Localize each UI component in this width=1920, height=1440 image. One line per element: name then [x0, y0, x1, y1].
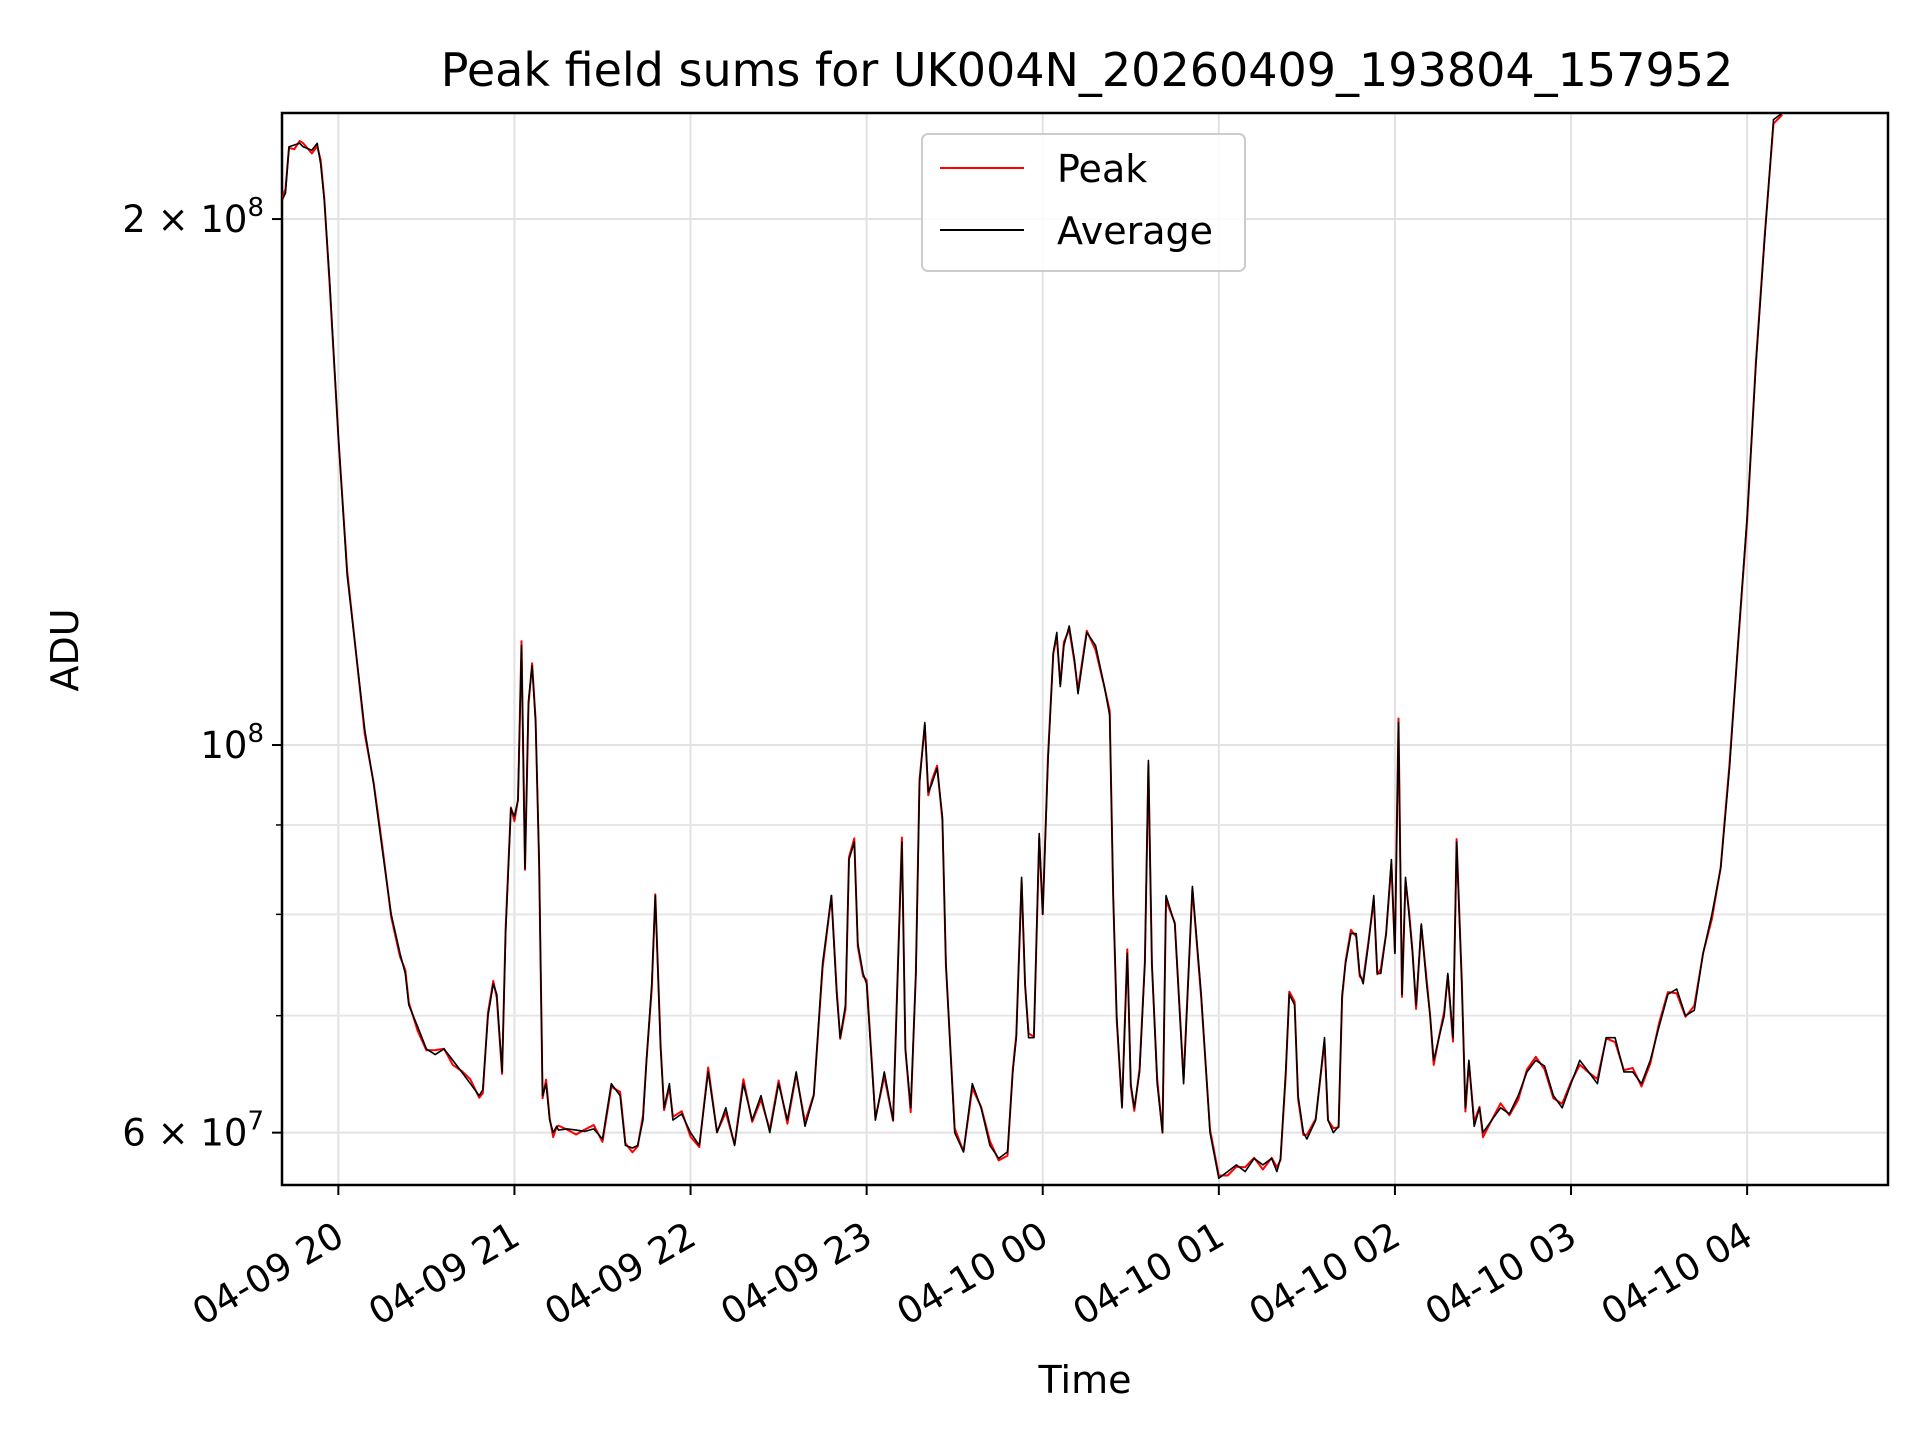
legend-label-average: Average [1057, 209, 1213, 253]
y-tick-label: 2 × 108 [122, 193, 264, 241]
y-axis-label: ADU [43, 608, 87, 691]
legend-label-peak: Peak [1057, 147, 1147, 191]
plot-area [280, 111, 1890, 1187]
chart-title: Peak field sums for UK004N_20260409_1938… [441, 43, 1734, 97]
y-tick-label: 108 [200, 719, 264, 767]
legend: Peak Average [921, 133, 1246, 272]
y-tick-label: 6 × 107 [122, 1107, 264, 1155]
series-line-average [282, 113, 1783, 1180]
x-axis-label: Time [1038, 1358, 1132, 1402]
